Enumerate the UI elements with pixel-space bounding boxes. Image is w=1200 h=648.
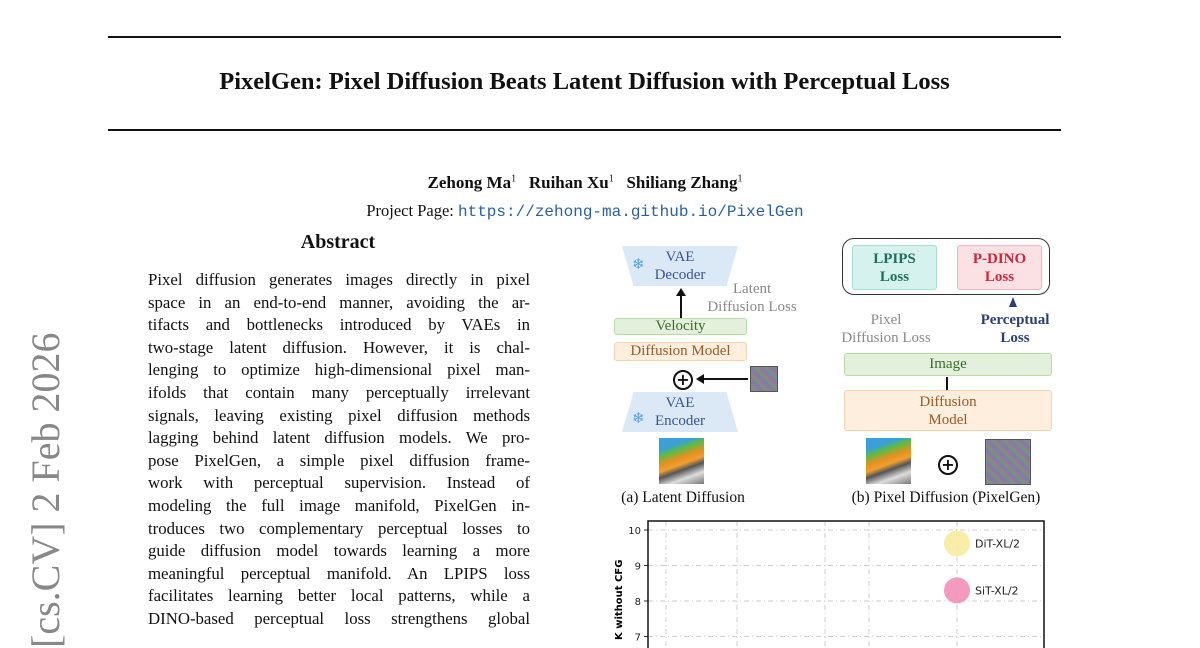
y-tick-label: 10 bbox=[628, 526, 641, 537]
point-label: SiT-XL/2 bbox=[975, 584, 1019, 597]
parrot-image bbox=[659, 438, 704, 484]
author: Shiliang Zhang bbox=[626, 173, 738, 192]
author: Ruihan Xu bbox=[528, 173, 609, 192]
snowflake-icon: ❄ bbox=[632, 257, 645, 273]
project-page: Project Page: https://zehong-ma.github.i… bbox=[0, 201, 1170, 221]
abstract-line: ifolds that contain many perceptually ir… bbox=[148, 382, 530, 402]
affiliation: 1 bbox=[608, 173, 614, 185]
label: VAE bbox=[665, 249, 695, 265]
vae-decoder: ❄ VAE Decoder bbox=[622, 246, 738, 286]
abstract-line: troduces two complementary perceptual lo… bbox=[148, 518, 530, 538]
abstract-line: two-stage latent diffusion. However, it … bbox=[148, 337, 530, 357]
arrow-up bbox=[680, 292, 682, 318]
point-SiT-XL/2 bbox=[944, 577, 970, 604]
noise-image bbox=[985, 439, 1031, 485]
label: Diffusion Loss bbox=[841, 330, 931, 346]
label: Loss bbox=[879, 269, 910, 285]
abstract-line: DINO-based perceptual loss strengthens g… bbox=[148, 608, 530, 628]
label: Decoder bbox=[654, 267, 706, 283]
arrow-left bbox=[700, 378, 748, 380]
arrow-up bbox=[1009, 297, 1017, 307]
abstract-heading: Abstract bbox=[300, 231, 376, 253]
abstract-line: Pixel diffusion generates images directl… bbox=[148, 270, 530, 289]
latent-loss-label: Latent Diffusion Loss bbox=[700, 280, 804, 316]
affiliation: 1 bbox=[511, 173, 517, 185]
plot-frame bbox=[647, 520, 1045, 648]
diffusion-model-box: Diffusion Model bbox=[614, 342, 747, 361]
label: Loss bbox=[984, 269, 1015, 285]
y-tick-label: 8 bbox=[635, 597, 641, 608]
abstract-line: pose PixelGen, a simple pixel diffusion … bbox=[148, 450, 530, 470]
pixel-loss-label: Pixel Diffusion Loss bbox=[826, 311, 946, 347]
paper-title: PixelGen: Pixel Diffusion Beats Latent D… bbox=[219, 68, 950, 95]
affiliation: 1 bbox=[737, 173, 743, 185]
abstract-line: guide diffusion model towards learning a… bbox=[148, 541, 530, 561]
perceptual-loss-label: Perceptual Loss bbox=[965, 311, 1065, 347]
abstract-line: work with perceptual supervision. Instea… bbox=[148, 473, 530, 493]
fid-chart: 10 9 8 7 K without CFG DiT-XL/2 SiT-XL/2 bbox=[614, 520, 1045, 648]
label: Encoder bbox=[655, 413, 705, 429]
abstract-line: space in an end-to-end manner, avoiding … bbox=[148, 292, 530, 312]
arrow-up bbox=[946, 377, 948, 390]
y-tick-label: 7 bbox=[635, 633, 641, 644]
arrow-head bbox=[676, 288, 686, 296]
label: Loss bbox=[1000, 330, 1030, 346]
arxiv-stamp: [cs.CV] 2 Feb 2026 bbox=[23, 332, 68, 648]
abstract-line: meaningful perceptual manifold. An LPIPS… bbox=[148, 563, 530, 583]
image-box: Image bbox=[844, 353, 1052, 376]
add-icon: + bbox=[673, 370, 693, 390]
top-rule bbox=[108, 36, 1061, 38]
lpips-loss-box: LPIPS Loss bbox=[852, 245, 937, 290]
velocity-box: Velocity bbox=[614, 318, 747, 335]
point-DiT-XL/2 bbox=[944, 530, 970, 557]
abstract-line: lenging to optimize high-dimensional pix… bbox=[148, 360, 530, 380]
abstract-line: lagging behind latent diffusion models. … bbox=[148, 428, 530, 448]
y-axis-label: K without CFG bbox=[614, 560, 625, 640]
snowflake-icon: ❄ bbox=[632, 411, 645, 427]
abstract-line: tifacts and bottlenecks introduced by VA… bbox=[148, 315, 530, 335]
loss-group bbox=[842, 238, 1050, 295]
noise-image bbox=[750, 366, 778, 392]
project-label: Project Page: bbox=[366, 201, 454, 220]
label: LPIPS bbox=[873, 251, 916, 267]
label: Latent bbox=[732, 281, 772, 297]
label: P-DINO bbox=[972, 251, 1027, 267]
author-list: Zehong Ma1 Ruihan Xu1 Shiliang Zhang1 bbox=[0, 173, 1170, 193]
parrot-image bbox=[866, 438, 911, 484]
label: Perceptual bbox=[980, 312, 1050, 328]
point-label: DiT-XL/2 bbox=[975, 537, 1020, 550]
pdino-loss-box: P-DINO Loss bbox=[957, 245, 1042, 290]
label: Diffusion Loss bbox=[707, 299, 797, 315]
abstract-line: signals, leaving existing pixel diffusio… bbox=[148, 405, 530, 425]
label: VAE bbox=[665, 395, 695, 411]
abstract-line: facilitates learning better local patter… bbox=[148, 586, 530, 606]
vae-encoder: ❄ VAE Encoder bbox=[622, 392, 738, 432]
label: Model bbox=[928, 412, 968, 428]
abstract-body: Pixel diffusion generates images directl… bbox=[148, 269, 530, 631]
caption-a: (a) Latent Diffusion bbox=[621, 489, 745, 506]
bottom-rule bbox=[108, 129, 1061, 131]
add-icon: + bbox=[938, 455, 958, 475]
label: Pixel bbox=[870, 312, 902, 328]
diffusion-model-box: Diffusion Model bbox=[844, 390, 1052, 431]
caption-b: (b) Pixel Diffusion (PixelGen) bbox=[851, 489, 1041, 506]
label: Diffusion bbox=[919, 394, 977, 410]
arrow-head bbox=[696, 374, 704, 384]
project-link[interactable]: https://zehong-ma.github.io/PixelGen bbox=[458, 203, 804, 221]
abstract-line: modeling the full image manifold, PixelG… bbox=[148, 495, 530, 515]
author: Zehong Ma bbox=[427, 173, 512, 192]
y-tick-label: 9 bbox=[635, 562, 641, 573]
